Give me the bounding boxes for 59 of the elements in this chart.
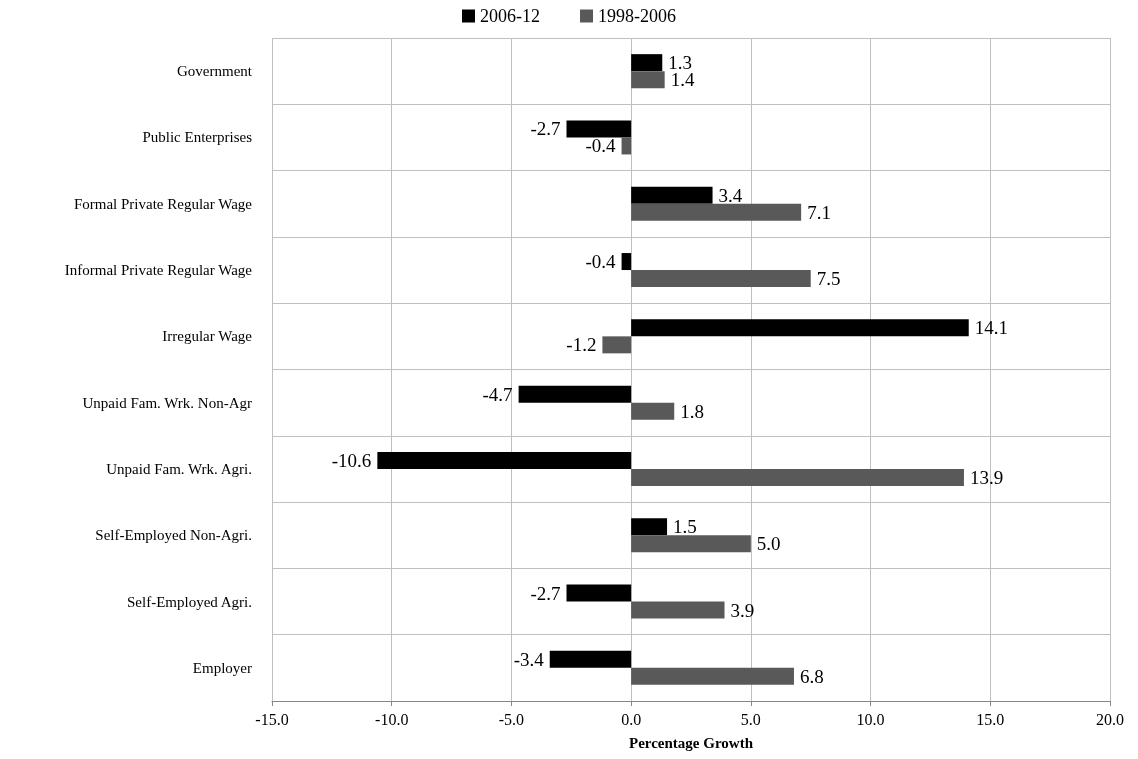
- data-label: 3.9: [730, 599, 755, 621]
- x-tick-label: -15.0: [255, 710, 289, 728]
- bar: [566, 584, 632, 602]
- x-tick-label: 20.0: [1096, 710, 1124, 728]
- data-label: -10.6: [331, 449, 372, 471]
- data-label: -4.7: [482, 383, 513, 405]
- bar: [631, 601, 725, 619]
- bar: [549, 650, 632, 668]
- data-label: 14.1: [974, 317, 1008, 339]
- data-label: 7.1: [807, 201, 831, 223]
- data-label: -0.4: [585, 135, 617, 157]
- bar: [566, 120, 632, 138]
- data-label: 1.5: [673, 516, 697, 538]
- y-tick-label: Self-Employed Agri.: [127, 593, 252, 610]
- y-tick-label: Public Enterprises: [142, 129, 253, 146]
- y-tick-label: Employer: [192, 659, 252, 676]
- y-tick-label: Irregular Wage: [162, 328, 253, 345]
- bar: [631, 319, 969, 337]
- x-axis-title: Percentage Growth: [629, 734, 754, 751]
- x-tick-label: 5.0: [740, 710, 761, 728]
- bar: [518, 385, 632, 403]
- bar: [631, 54, 663, 72]
- x-tick-label: -5.0: [498, 710, 525, 728]
- y-tick-label: Formal Private Regular Wage: [73, 195, 253, 212]
- y-tick-label: Unpaid Fam. Wrk. Non-Agr: [82, 394, 252, 411]
- x-tick-label: -10.0: [375, 710, 409, 728]
- bar: [602, 336, 632, 354]
- data-label: -3.4: [513, 648, 545, 670]
- y-tick-label: Informal Private Regular Wage: [64, 262, 253, 279]
- x-tick-label: 15.0: [976, 710, 1005, 728]
- bar: [631, 535, 751, 553]
- data-label: -2.7: [530, 582, 561, 604]
- legend-label: 2006-12: [480, 6, 541, 26]
- data-label: 6.8: [799, 665, 824, 687]
- y-tick-label: Government: [177, 63, 253, 80]
- legend-label: 1998-2006: [598, 6, 676, 26]
- data-label: 1.8: [680, 400, 704, 422]
- bar: [631, 402, 675, 420]
- bar: [621, 137, 632, 155]
- bar: [631, 667, 794, 685]
- x-tick-label: 0.0: [621, 710, 642, 728]
- data-label: 7.5: [816, 268, 841, 290]
- bar: [631, 71, 665, 89]
- data-label: 13.9: [969, 466, 1004, 488]
- bar: [631, 203, 802, 221]
- bar: [631, 518, 668, 536]
- data-label: -0.4: [585, 251, 617, 273]
- x-tick-label: 10.0: [856, 710, 885, 728]
- bar: [631, 186, 713, 204]
- data-label: 3.4: [718, 184, 743, 206]
- bar: [631, 468, 964, 486]
- bar: [377, 451, 632, 469]
- data-label: -2.7: [530, 118, 561, 140]
- y-tick-label: Unpaid Fam. Wrk. Agri.: [106, 460, 252, 477]
- bar: [621, 253, 632, 271]
- y-tick-label: Self-Employed Non-Agri.: [95, 527, 252, 544]
- data-label: 5.0: [756, 533, 781, 555]
- data-label: -1.2: [566, 334, 597, 356]
- bar: [631, 270, 811, 288]
